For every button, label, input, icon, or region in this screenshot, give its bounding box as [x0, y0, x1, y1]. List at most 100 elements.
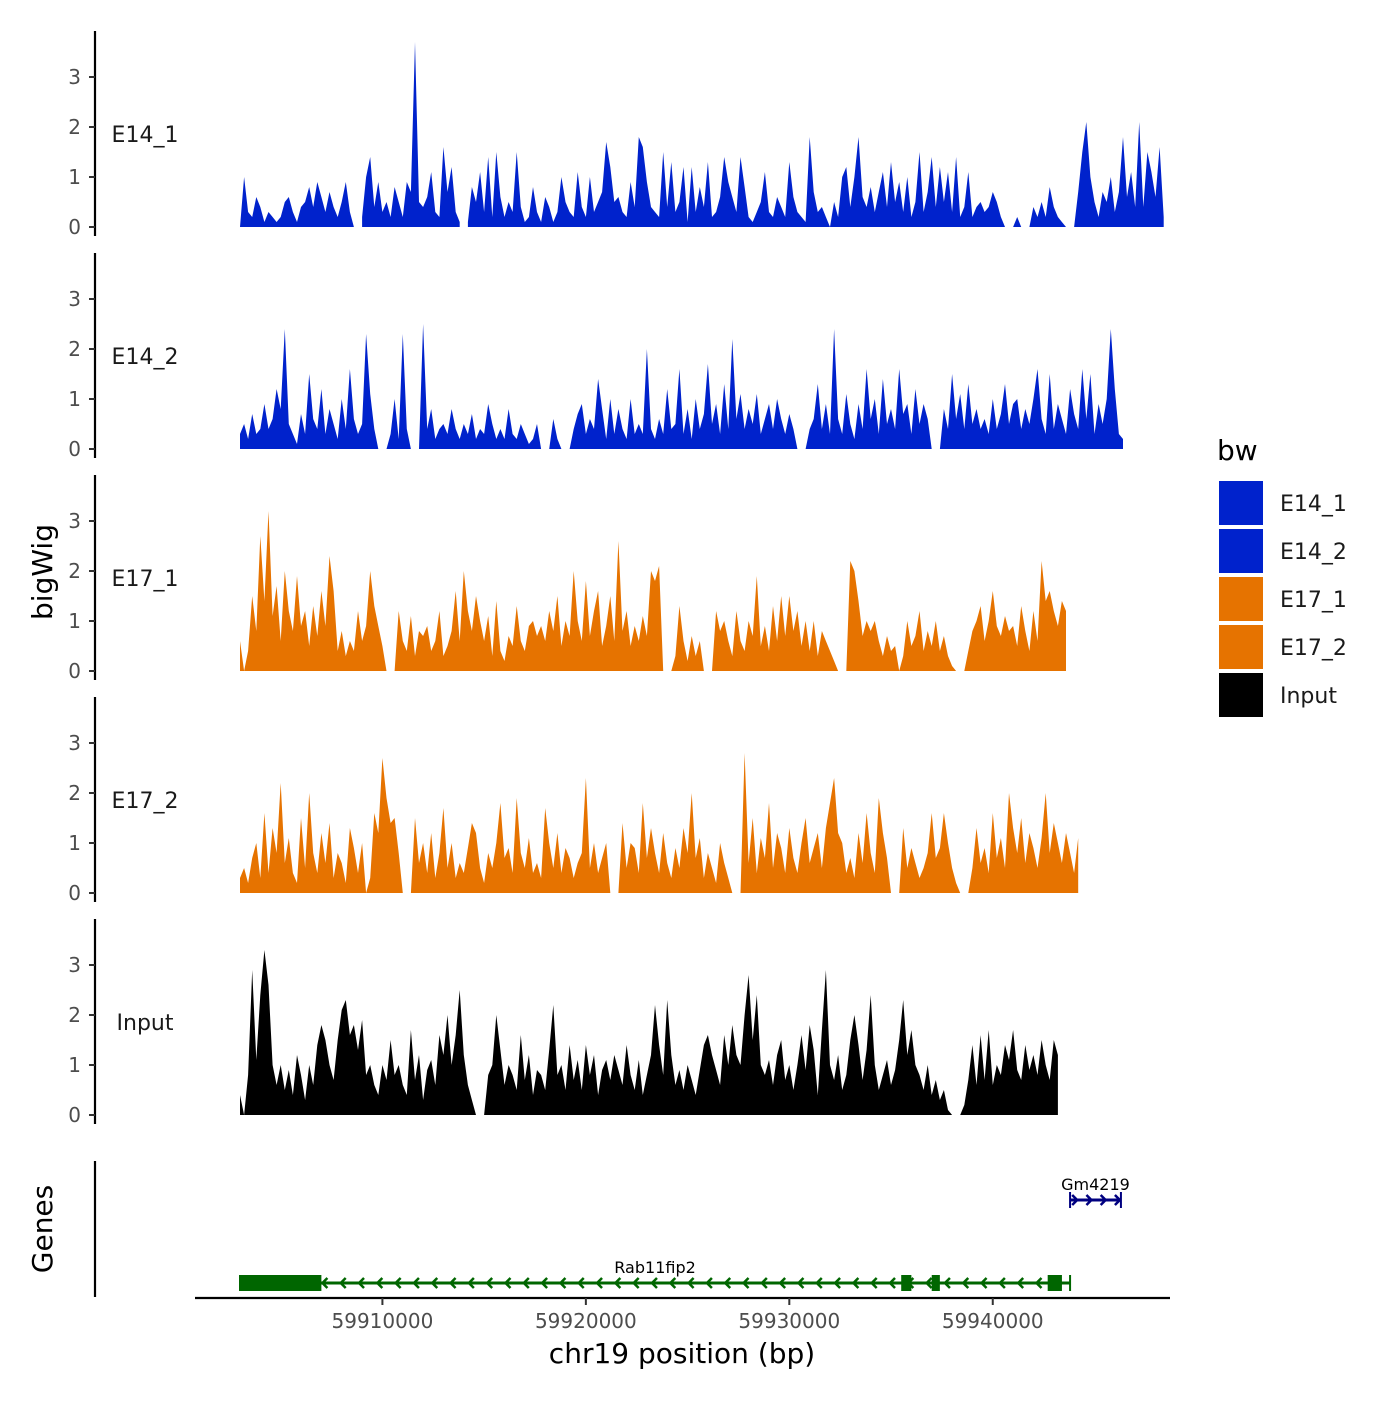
strand-arrow [979, 1277, 988, 1289]
y-tick-label: 0 [68, 881, 81, 905]
strand-arrow [412, 1277, 420, 1289]
legend-swatch [1217, 479, 1265, 527]
x-axis-title: chr19 position (bp) [549, 1337, 815, 1370]
signal-segment [240, 758, 403, 893]
signal-segment [484, 970, 953, 1115]
y-tick-label: 0 [68, 1103, 81, 1127]
strand-arrow [888, 1277, 896, 1289]
track-panels: 0 1 2 3 E14_1 0 1 2 3 E14_2 0 1 2 3 E17_1 0 1 2 3 E17_2 0 1 2 3… [68, 31, 1164, 1127]
signal-area-e14-2 [240, 324, 1123, 449]
strand-arrow [1034, 1277, 1043, 1289]
y-tick-label: 2 [68, 781, 81, 805]
y-tick-label: 1 [68, 165, 81, 189]
strand-arrow [869, 1277, 878, 1289]
signal-area-e17-2 [240, 753, 1079, 893]
y-tick-label: 2 [68, 115, 81, 139]
gene-label: Gm4219 [1061, 1175, 1130, 1194]
signal-segment [968, 793, 1079, 893]
track-e17-2: 0 1 2 3 E17_2 [68, 697, 1079, 905]
signal-segment [467, 137, 1005, 227]
legend-label: E14_1 [1280, 492, 1347, 517]
signal-segment [618, 793, 733, 893]
signal-segment [240, 511, 387, 671]
strand-arrow [723, 1277, 732, 1289]
signal-segment [1013, 217, 1022, 227]
legend-label: E17_1 [1280, 588, 1347, 613]
signal-segment [712, 576, 839, 671]
exon [901, 1275, 912, 1291]
exon [931, 1275, 940, 1291]
strand-arrow [393, 1277, 402, 1289]
strand-arrow [467, 1277, 475, 1289]
signal-segment [240, 329, 379, 449]
exon [240, 1275, 322, 1291]
signal-segment [240, 177, 354, 227]
genes-axis-title: Genes [26, 1185, 59, 1273]
legend-item-input: Input [1217, 671, 1337, 719]
y-tick-label: 3 [68, 65, 81, 89]
y-axis-title: bigWig [26, 524, 59, 620]
y-tick-label: 2 [68, 337, 81, 361]
signal-segment [899, 813, 961, 893]
strand-arrow [1071, 1194, 1079, 1206]
x-tick-label: 59930000 [738, 1309, 840, 1333]
signal-segment [549, 419, 562, 449]
strand-arrow [448, 1277, 457, 1289]
y-tick-label: 2 [68, 559, 81, 583]
strand-arrow [705, 1277, 713, 1289]
legend-swatch [1217, 671, 1265, 719]
strand-arrow [943, 1277, 951, 1289]
x-tick-label: 59910000 [332, 1309, 434, 1333]
y-tick-label: 1 [68, 609, 81, 633]
track-label: E17_1 [112, 567, 179, 592]
y-tick-label: 0 [68, 659, 81, 683]
signal-segment [386, 334, 411, 449]
strand-arrow [833, 1277, 841, 1289]
legend-label: E14_2 [1280, 540, 1347, 565]
strand-arrow [613, 1277, 622, 1289]
signal-segment [805, 329, 932, 449]
strand-arrow [686, 1277, 695, 1289]
legend-item-e17-1: E17_1 [1217, 575, 1347, 623]
y-tick-label: 3 [68, 731, 81, 755]
track-label: E14_1 [112, 123, 179, 148]
y-tick-label: 1 [68, 387, 81, 411]
legend-swatch [1217, 623, 1265, 671]
track-label: Input [117, 1011, 174, 1036]
gene-gm4219: Gm4219 [1061, 1175, 1130, 1208]
strand-arrow [1016, 1277, 1025, 1289]
legend-label: Input [1280, 684, 1337, 709]
y-tick-label: 0 [68, 437, 81, 461]
track-label: E14_2 [112, 345, 179, 370]
strand-arrow [1114, 1194, 1122, 1206]
signal-area-input [240, 950, 1058, 1115]
signal-segment [240, 950, 476, 1115]
strand-arrow [631, 1277, 640, 1289]
gene-panel: Rab11fip2 Gm4219 [93, 1161, 1130, 1297]
signal-segment [846, 561, 957, 671]
legend-item-e14-2: E14_2 [1217, 527, 1347, 575]
strand-arrow [650, 1277, 658, 1289]
y-tick-label: 1 [68, 831, 81, 855]
signal-area-e14-1 [240, 42, 1164, 227]
strand-arrow [778, 1277, 787, 1289]
x-tick-label: 59940000 [942, 1309, 1044, 1333]
y-tick-label: 2 [68, 1003, 81, 1027]
signal-segment [671, 606, 704, 671]
track-e14-1: 0 1 2 3 E14_1 [68, 31, 1164, 239]
signal-segment [1029, 187, 1066, 227]
strand-arrow [320, 1277, 329, 1289]
strand-arrow [430, 1277, 439, 1289]
strand-arrow [760, 1277, 768, 1289]
strand-arrow [1085, 1194, 1094, 1206]
signal-segment [964, 561, 1066, 671]
signal-segment [960, 1030, 1058, 1115]
y-tick-label: 3 [68, 953, 81, 977]
strand-arrow [576, 1277, 585, 1289]
gene-rab11fip2: Rab11fip2 [239, 1258, 1072, 1291]
strand-arrow [924, 1277, 933, 1289]
strand-arrow [522, 1277, 530, 1289]
y-tick-label: 3 [68, 287, 81, 311]
strand-arrow [851, 1277, 860, 1289]
